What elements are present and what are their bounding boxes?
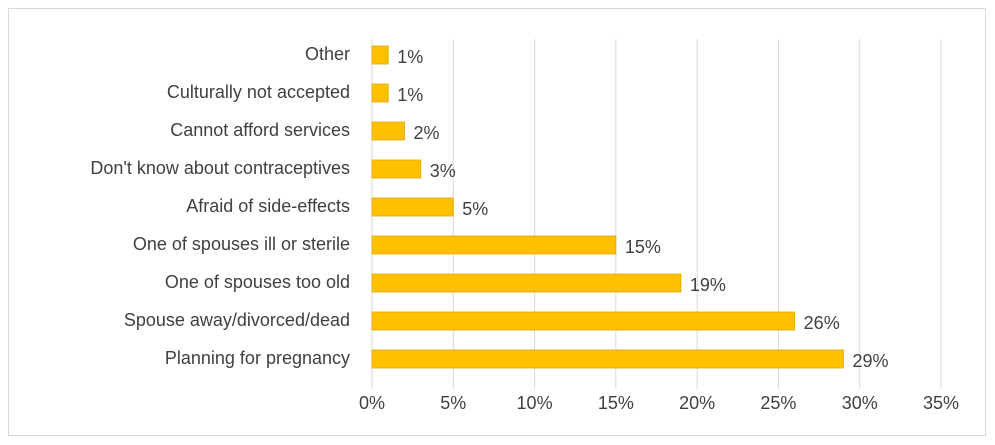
bar-value-label: 19% <box>690 275 726 295</box>
x-tick-label: 25% <box>760 393 796 413</box>
bar <box>371 197 454 217</box>
x-tick-label: 15% <box>598 393 634 413</box>
x-tick-label: 35% <box>923 393 959 413</box>
bar-value-label: 29% <box>852 351 888 371</box>
category-label: Other <box>305 44 350 64</box>
x-tick-label: 0% <box>359 393 385 413</box>
bar <box>371 349 844 369</box>
bar <box>371 159 422 179</box>
x-tick-label: 5% <box>440 393 466 413</box>
bar <box>371 45 389 65</box>
category-label: One of spouses too old <box>165 272 350 292</box>
bar-value-label: 15% <box>625 237 661 257</box>
category-label: Cannot afford services <box>170 120 350 140</box>
chart-frame: 0% 5% 10% 15% 20% 25% 30% 35% Other 1% Culturally … <box>8 8 986 436</box>
bar <box>371 83 389 103</box>
bar <box>371 273 682 293</box>
bar-value-label: 3% <box>430 161 456 181</box>
category-label: Planning for pregnancy <box>165 348 350 368</box>
bar-chart: 0% 5% 10% 15% 20% 25% 30% 35% Other 1% Culturally … <box>90 39 959 413</box>
bar <box>371 311 796 331</box>
bar-value-label: 26% <box>804 313 840 333</box>
bar <box>371 121 405 141</box>
category-label: One of spouses ill or sterile <box>133 234 350 254</box>
category-label: Don't know about contraceptives <box>90 158 350 178</box>
bar-value-label: 1% <box>397 85 423 105</box>
bar-value-label: 2% <box>414 123 440 143</box>
category-label: Spouse away/divorced/dead <box>124 310 350 330</box>
x-tick-label: 30% <box>842 393 878 413</box>
bar-value-label: 5% <box>462 199 488 219</box>
bar-value-label: 1% <box>397 47 423 67</box>
x-tick-label: 10% <box>517 393 553 413</box>
category-label: Afraid of side-effects <box>186 196 350 216</box>
category-label: Culturally not accepted <box>167 82 350 102</box>
x-tick-label: 20% <box>679 393 715 413</box>
bar <box>371 235 617 255</box>
